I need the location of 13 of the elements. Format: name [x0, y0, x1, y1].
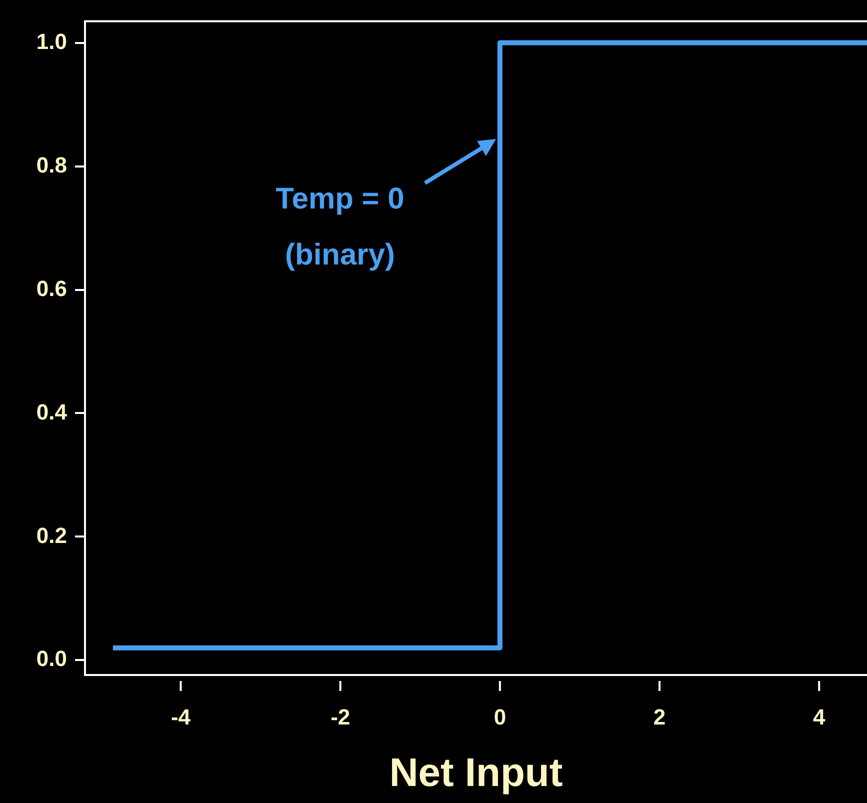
y-tick-label: 0.4	[36, 399, 68, 424]
x-axis-title: Net Input	[389, 751, 563, 796]
x-tick-label: 4	[812, 704, 826, 730]
x-tick-label: 0	[494, 704, 506, 730]
y-tick-label: 0.8	[36, 152, 67, 178]
y-tick-label: 1.0	[36, 28, 67, 54]
y-tick-label: 0.2	[36, 522, 67, 548]
y-tick-label: 0.6	[36, 276, 67, 301]
x-tick-label: -4	[170, 704, 192, 730]
annotation: Temp = 0 (binary)	[276, 182, 404, 272]
x-tick-label: -2	[330, 704, 350, 730]
x-tick-label: 2	[653, 704, 666, 730]
y-tick-label: 0.0	[36, 646, 67, 672]
